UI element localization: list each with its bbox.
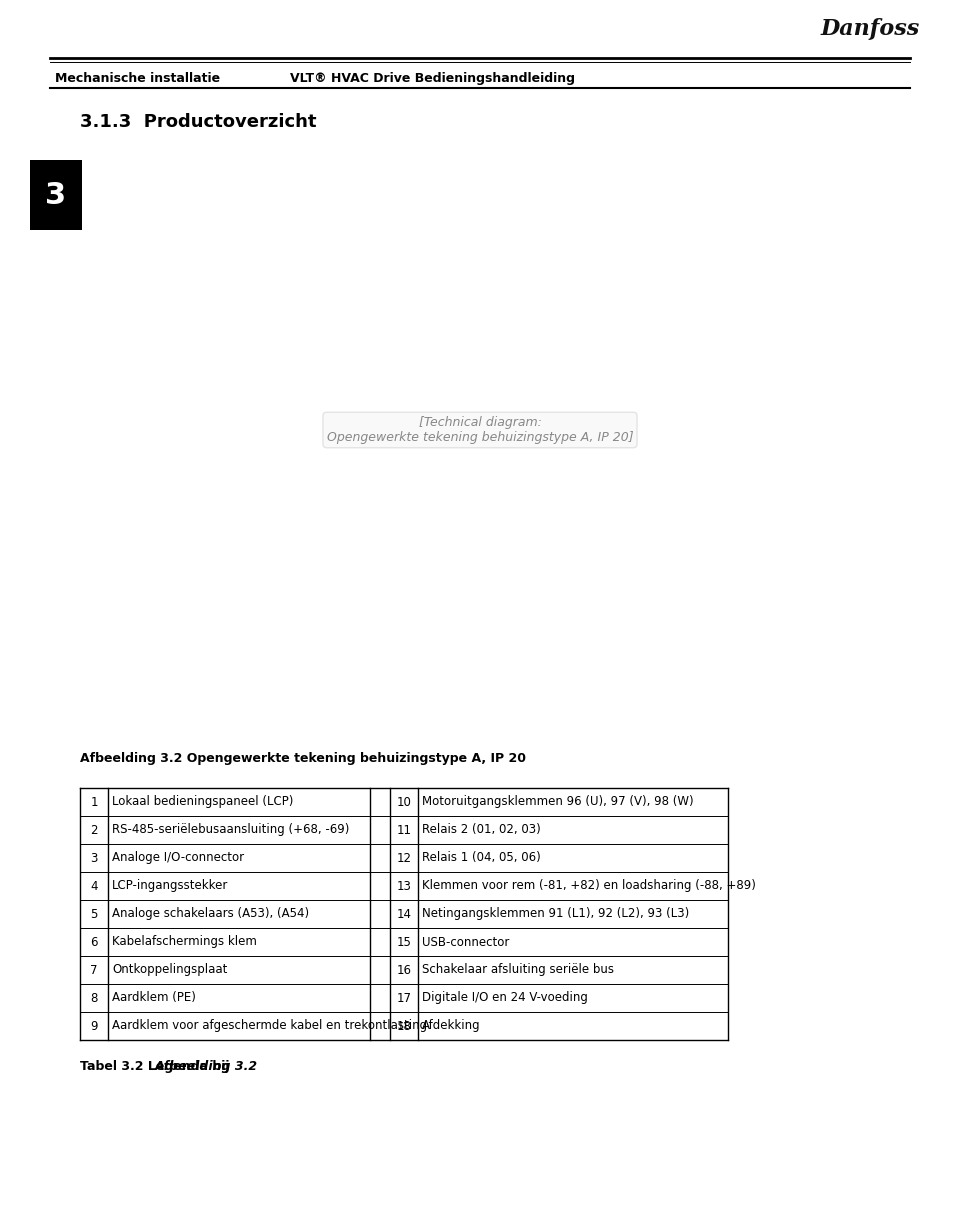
Text: 4: 4 [90, 879, 98, 893]
Text: 7: 7 [90, 964, 98, 976]
Text: Analoge I/O-connector: Analoge I/O-connector [112, 852, 244, 864]
Text: 13: 13 [396, 879, 412, 893]
Text: Lokaal bedieningspaneel (LCP): Lokaal bedieningspaneel (LCP) [112, 796, 294, 808]
Text: LCP-ingangsstekker: LCP-ingangsstekker [112, 879, 228, 893]
Text: 3: 3 [90, 852, 98, 864]
Text: Netingangsklemmen 91 (L1), 92 (L2), 93 (L3): Netingangsklemmen 91 (L1), 92 (L2), 93 (… [422, 907, 689, 921]
Text: Aardklem voor afgeschermde kabel en trekontlasting: Aardklem voor afgeschermde kabel en trek… [112, 1020, 427, 1032]
Text: Afdekking: Afdekking [422, 1020, 481, 1032]
Text: 9: 9 [90, 1020, 98, 1032]
Text: VLT® HVAC Drive Bedieningshandleiding: VLT® HVAC Drive Bedieningshandleiding [290, 72, 575, 85]
Text: Afbeelding 3.2: Afbeelding 3.2 [155, 1060, 258, 1073]
Text: 3: 3 [45, 180, 66, 210]
Text: Danfoss: Danfoss [821, 18, 920, 40]
FancyBboxPatch shape [30, 161, 82, 230]
Text: Ontkoppelingsplaat: Ontkoppelingsplaat [112, 964, 228, 976]
Text: Motoruitgangsklemmen 96 (U), 97 (V), 98 (W): Motoruitgangsklemmen 96 (U), 97 (V), 98 … [422, 796, 694, 808]
Text: Relais 2 (01, 02, 03): Relais 2 (01, 02, 03) [422, 824, 540, 836]
Text: Afbeelding 3.2 Opengewerkte tekening behuizingstype A, IP 20: Afbeelding 3.2 Opengewerkte tekening beh… [80, 752, 526, 765]
Text: 1: 1 [90, 796, 98, 808]
Text: 5: 5 [90, 907, 98, 921]
Text: Digitale I/O en 24 V-voeding: Digitale I/O en 24 V-voeding [422, 992, 588, 1004]
Text: [Technical diagram:
Opengewerkte tekening behuizingstype A, IP 20]: [Technical diagram: Opengewerkte tekenin… [326, 416, 634, 444]
Text: 10: 10 [396, 796, 412, 808]
Text: 12: 12 [396, 852, 412, 864]
Text: Schakelaar afsluiting seriële bus: Schakelaar afsluiting seriële bus [422, 964, 614, 976]
Text: 16: 16 [396, 964, 412, 976]
Text: 3.1.3  Productoverzicht: 3.1.3 Productoverzicht [80, 113, 317, 131]
Text: 15: 15 [396, 935, 412, 949]
Text: Kabelafschermings klem: Kabelafschermings klem [112, 935, 257, 949]
Text: 11: 11 [396, 824, 412, 836]
Text: 2: 2 [90, 824, 98, 836]
Text: Aardklem (PE): Aardklem (PE) [112, 992, 196, 1004]
Text: 17: 17 [396, 992, 412, 1004]
Text: 14: 14 [396, 907, 412, 921]
Text: 18: 18 [396, 1020, 412, 1032]
Text: Relais 1 (04, 05, 06): Relais 1 (04, 05, 06) [422, 852, 540, 864]
Text: 6: 6 [90, 935, 98, 949]
Text: Tabel 3.2 Legenda bij: Tabel 3.2 Legenda bij [80, 1060, 234, 1073]
Text: 8: 8 [90, 992, 98, 1004]
Text: USB-connector: USB-connector [422, 935, 510, 949]
Text: Klemmen voor rem (-81, +82) en loadsharing (-88, +89): Klemmen voor rem (-81, +82) en loadshari… [422, 879, 756, 893]
Text: Analoge schakelaars (A53), (A54): Analoge schakelaars (A53), (A54) [112, 907, 309, 921]
Text: Mechanische installatie: Mechanische installatie [55, 72, 220, 85]
Text: RS-485-seriëlebusaansluiting (+68, -69): RS-485-seriëlebusaansluiting (+68, -69) [112, 824, 349, 836]
